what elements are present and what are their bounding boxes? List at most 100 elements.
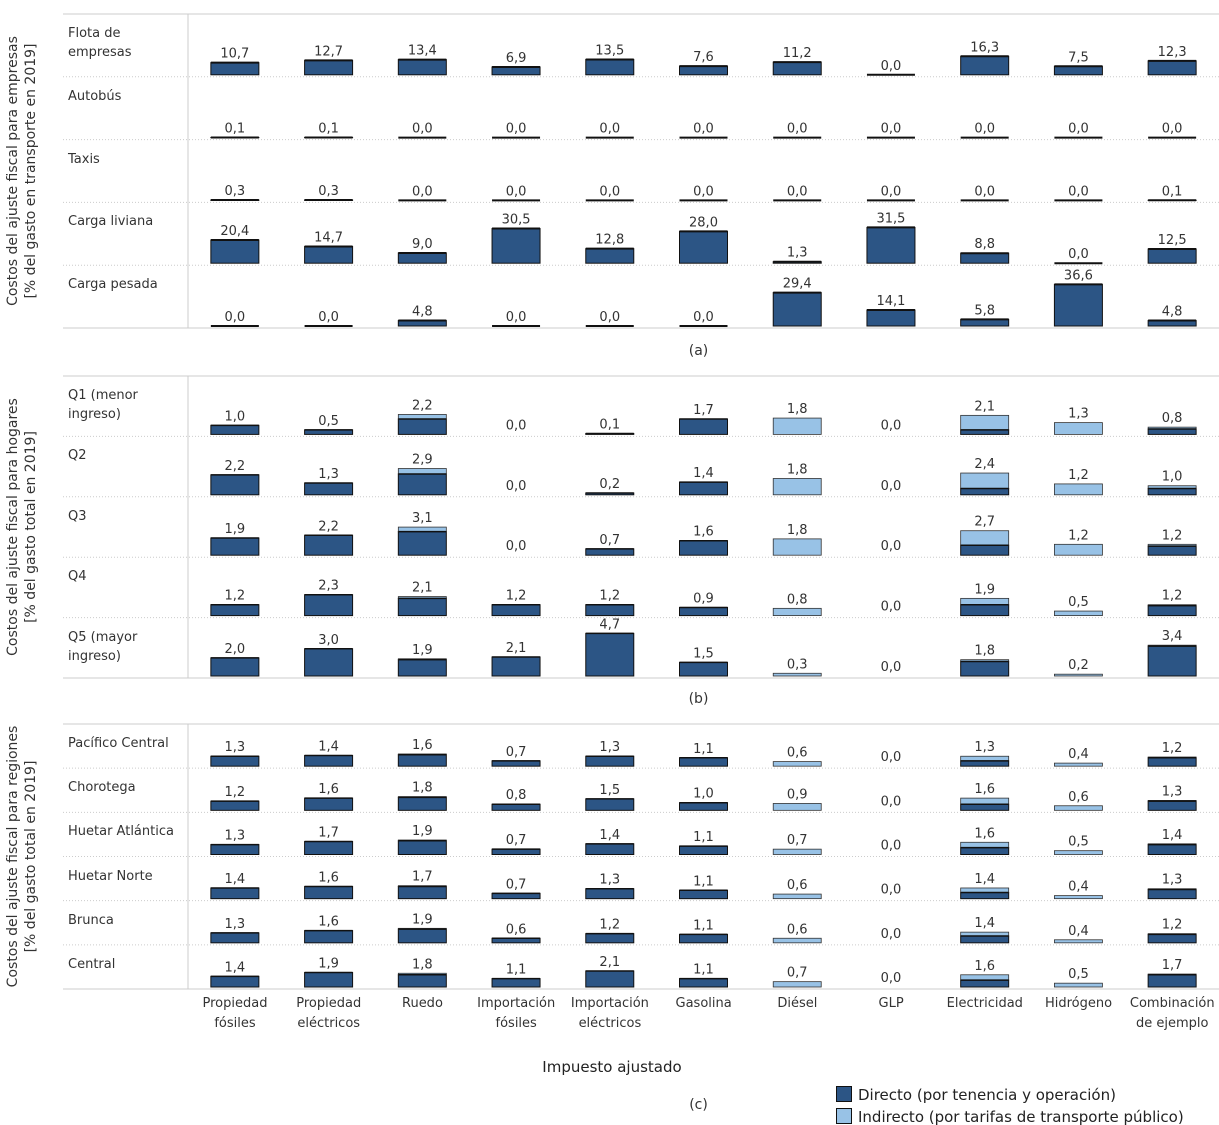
bar [491, 66, 541, 76]
value-label: 1,7 [318, 826, 339, 841]
bar-direct [210, 800, 260, 811]
value-label: 1,2 [1162, 589, 1183, 604]
bar-direct [304, 797, 354, 811]
x-tick-label: Importación eléctricos [570, 996, 649, 1031]
value-label: 1,1 [693, 874, 714, 889]
legend-item: Indirecto (por tarifas de transporte púb… [836, 1108, 1184, 1125]
value-label: 0,5 [1068, 595, 1089, 610]
value-label: 12,8 [595, 233, 624, 248]
bar-direct [1147, 933, 1197, 944]
bar-direct [397, 473, 447, 496]
bar-direct [960, 979, 1010, 988]
value-label: 0,0 [506, 310, 527, 325]
value-label: 0,4 [1068, 747, 1089, 762]
value-label: 1,3 [599, 873, 620, 888]
bar-direct [1147, 974, 1197, 988]
value-label: 1,4 [974, 872, 995, 887]
bar-direct [679, 606, 728, 617]
value-label: 1,4 [225, 872, 246, 887]
bar-direct [304, 648, 354, 677]
bar [304, 246, 354, 264]
bar-direct [210, 975, 260, 988]
value-label: 0,3 [318, 184, 339, 199]
value-label: 0,0 [599, 184, 620, 199]
row-label: Q1 (menor ingreso) [68, 388, 138, 422]
bar-direct [1147, 757, 1197, 767]
value-label: 1,6 [318, 782, 339, 797]
value-label: 1,6 [693, 525, 714, 540]
bar [960, 55, 1010, 76]
value-label: 1,1 [693, 963, 714, 978]
value-label: 8,8 [974, 237, 995, 252]
value-label: 0,0 [881, 750, 902, 765]
row-label: Q5 (mayor ingreso) [68, 629, 138, 664]
value-label: 3,0 [318, 633, 339, 648]
value-label: 2,1 [506, 641, 527, 656]
value-label: 1,3 [1068, 407, 1089, 422]
bar [679, 65, 728, 76]
value-label: 1,3 [225, 829, 246, 844]
value-label: 2,2 [412, 398, 433, 413]
y-axis-label: Costos del ajuste fiscal para empresas [%… [4, 14, 40, 328]
bar-direct [397, 796, 447, 811]
value-label: 0,7 [599, 533, 620, 548]
value-label: 1,2 [506, 589, 527, 604]
bar [1147, 60, 1197, 76]
y-axis-label-line: [% del gasto total en 2019] [23, 431, 39, 623]
value-label: 1,1 [693, 918, 714, 933]
bar-indirect [960, 530, 1010, 546]
bar-direct [304, 971, 354, 988]
value-label: 1,4 [974, 916, 995, 931]
value-label: 1,2 [225, 589, 246, 604]
bar-direct [585, 798, 635, 811]
value-label: 1,4 [693, 466, 714, 481]
bar-direct [960, 803, 1010, 811]
value-label: 1,1 [506, 963, 527, 978]
bar-direct [210, 657, 260, 677]
bar-indirect [772, 672, 822, 677]
value-label: 0,7 [506, 745, 527, 760]
value-label: 1,4 [1162, 828, 1183, 843]
bar-direct [210, 887, 260, 900]
value-label: 3,4 [1162, 629, 1183, 644]
bar-indirect [1054, 610, 1103, 616]
value-label: 1,2 [599, 589, 620, 604]
bar-direct [585, 548, 635, 556]
value-label: 0,0 [1068, 122, 1089, 137]
x-tick-label: Propiedad fósiles [202, 996, 268, 1031]
bar-indirect [772, 607, 822, 617]
value-label: 0,0 [599, 310, 620, 325]
value-label: 0,0 [1162, 122, 1183, 137]
value-label: 0,0 [506, 418, 527, 433]
bar-indirect [772, 937, 822, 944]
bar-direct [679, 933, 728, 944]
value-label: 0,0 [506, 479, 527, 494]
value-label: 0,9 [693, 591, 714, 606]
value-label: 0,3 [225, 184, 246, 199]
value-label: 2,3 [318, 579, 339, 594]
bar [960, 252, 1010, 264]
bar-direct [491, 803, 541, 811]
value-label: 0,8 [787, 592, 808, 607]
value-label: 1,3 [225, 917, 246, 932]
bar-direct [210, 932, 260, 944]
value-label: 0,0 [787, 122, 808, 137]
value-label: 1,4 [225, 960, 246, 975]
bar-direct [679, 845, 728, 855]
bar-direct [397, 597, 447, 617]
bar-indirect [1054, 939, 1103, 944]
legend-text: Directo (por tenencia y operación) [858, 1086, 1116, 1104]
bar-direct [491, 760, 541, 767]
value-label: 1,2 [1068, 468, 1089, 483]
value-label: 4,8 [1162, 305, 1183, 320]
value-label: 1,2 [1162, 741, 1183, 756]
bar [491, 228, 541, 264]
bar-direct [397, 659, 447, 677]
value-label: 0,7 [787, 966, 808, 981]
value-label: 0,0 [1068, 184, 1089, 199]
value-label: 30,5 [502, 213, 531, 228]
bar [772, 61, 822, 76]
bar-indirect [960, 974, 1010, 981]
bar-direct [397, 974, 447, 988]
bar-direct [491, 978, 541, 988]
